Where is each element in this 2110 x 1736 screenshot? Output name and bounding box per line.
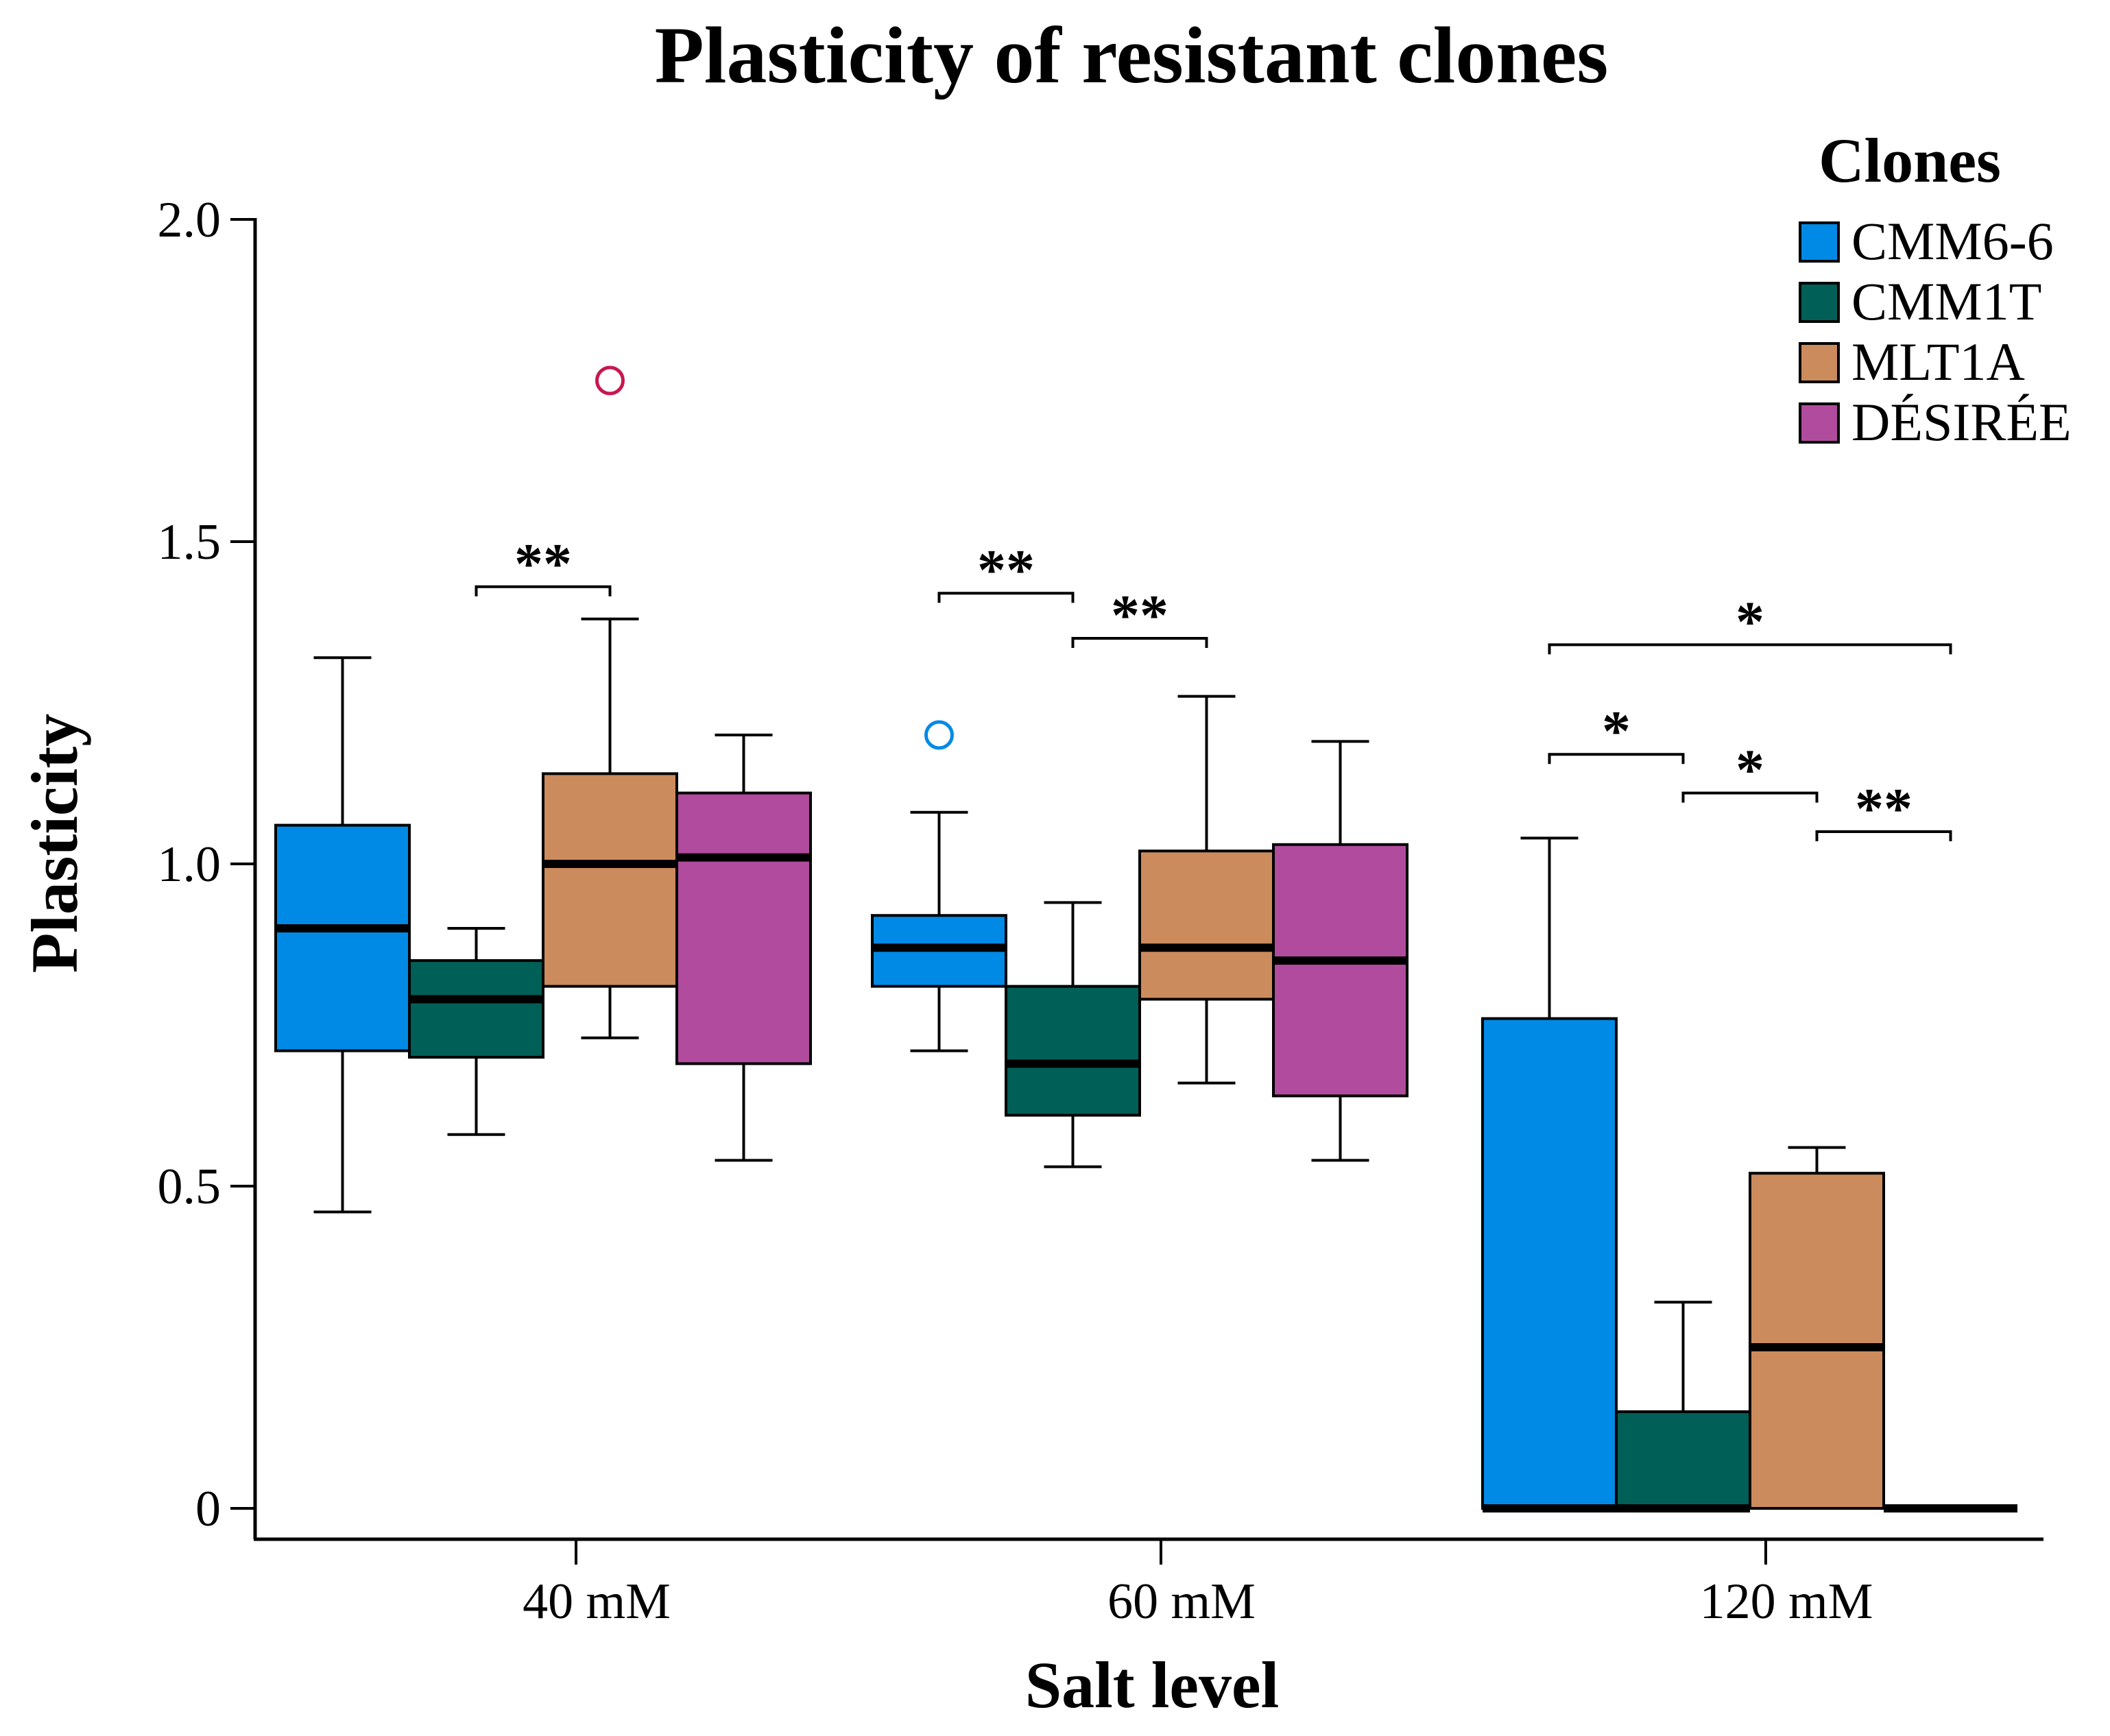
significance-label: ** [977, 538, 1035, 602]
significance-bracket: ** [1071, 583, 1208, 648]
legend-title: Clones [1819, 125, 2001, 195]
box-cmm1t-3 [1615, 1301, 1751, 1512]
box-cmm1t-1 [408, 927, 544, 1136]
significance-label: * [1736, 590, 1764, 653]
x-axis-title: Salt level [1025, 1648, 1280, 1722]
y-tick-label: 1.0 [158, 836, 221, 893]
box-body [1138, 849, 1275, 1001]
box-cmm1t-2 [1005, 901, 1141, 1168]
box-body [1749, 1172, 1885, 1510]
box-body [1272, 843, 1408, 1098]
bracket-line [475, 585, 612, 596]
significance-bracket: * [1681, 738, 1819, 803]
box-d-sir-e-1 [675, 734, 812, 1162]
legend-item: CMM1T [1799, 272, 2041, 331]
legend-label: MLT1A [1851, 332, 2025, 391]
bracket-line [1681, 791, 1819, 803]
bracket-line [1548, 643, 1952, 655]
legend-item: MLT1A [1799, 332, 2025, 391]
box-body [675, 791, 812, 1065]
legend-label: DÉSIRÉE [1851, 392, 2072, 452]
box-cmm6-6-2 [871, 810, 1007, 1052]
box-body [1005, 985, 1141, 1117]
x-tick-label: 120 mM [1700, 1574, 1873, 1630]
legend-swatch [1799, 402, 1840, 444]
significance-bracket: * [1548, 590, 1952, 655]
box-body [408, 959, 544, 1059]
x-axis-ticks: 40 mM 60 mM 120 mM [523, 1539, 1873, 1630]
box-cmm6-6-3 [1481, 836, 1618, 1512]
significance-label: ** [1111, 583, 1168, 647]
outlier-point [924, 720, 954, 750]
bracket-line [1548, 753, 1685, 764]
box-body [274, 823, 411, 1052]
box-cmm6-6-1 [274, 656, 411, 1214]
box-body [1481, 1017, 1618, 1510]
bracket-line [937, 592, 1075, 603]
box-body [1615, 1410, 1751, 1510]
box-mlt1a-2 [1138, 695, 1275, 1085]
bracket-line [1815, 830, 1952, 841]
significance-label: * [1602, 699, 1631, 763]
box-groups [274, 365, 2017, 1512]
x-tick-label: 60 mM [1107, 1574, 1256, 1630]
legend-swatch [1799, 342, 1840, 383]
significance-bracket: ** [1815, 777, 1952, 841]
chart-title: Plasticity of resistant clones [655, 10, 1609, 100]
bracket-line [1071, 637, 1208, 648]
legend-item: CMM6-6 [1799, 211, 2054, 271]
y-axis-ticks: 0 0.5 1.0 1.5 2.0 [158, 192, 255, 1537]
significance-bracket: ** [937, 538, 1075, 603]
y-tick-label: 0 [195, 1481, 221, 1537]
significance-label: * [1736, 738, 1764, 802]
significance-bracket: * [1548, 699, 1685, 764]
significance-brackets: ** **** ***** [475, 532, 1952, 841]
legend-swatch [1799, 221, 1840, 263]
box-d-sir-e-2 [1272, 740, 1408, 1162]
x-tick-label: 40 mM [523, 1574, 671, 1630]
significance-bracket: ** [475, 532, 612, 596]
legend-swatch [1799, 282, 1840, 323]
significance-label: ** [1855, 777, 1913, 841]
legend-label: CMM6-6 [1851, 211, 2054, 271]
legend-label: CMM1T [1851, 272, 2041, 331]
y-tick-label: 1.5 [158, 514, 221, 570]
legend-item: DÉSIRÉE [1799, 392, 2072, 452]
box-mlt1a-3 [1749, 1146, 1885, 1510]
y-tick-label: 0.5 [158, 1159, 221, 1215]
significance-label: ** [514, 532, 572, 596]
y-tick-label: 2.0 [158, 192, 221, 248]
y-axis-title: Plasticity [18, 714, 91, 974]
box-mlt1a-1 [542, 617, 678, 1039]
box-body [542, 772, 678, 988]
outlier-point [595, 365, 625, 396]
